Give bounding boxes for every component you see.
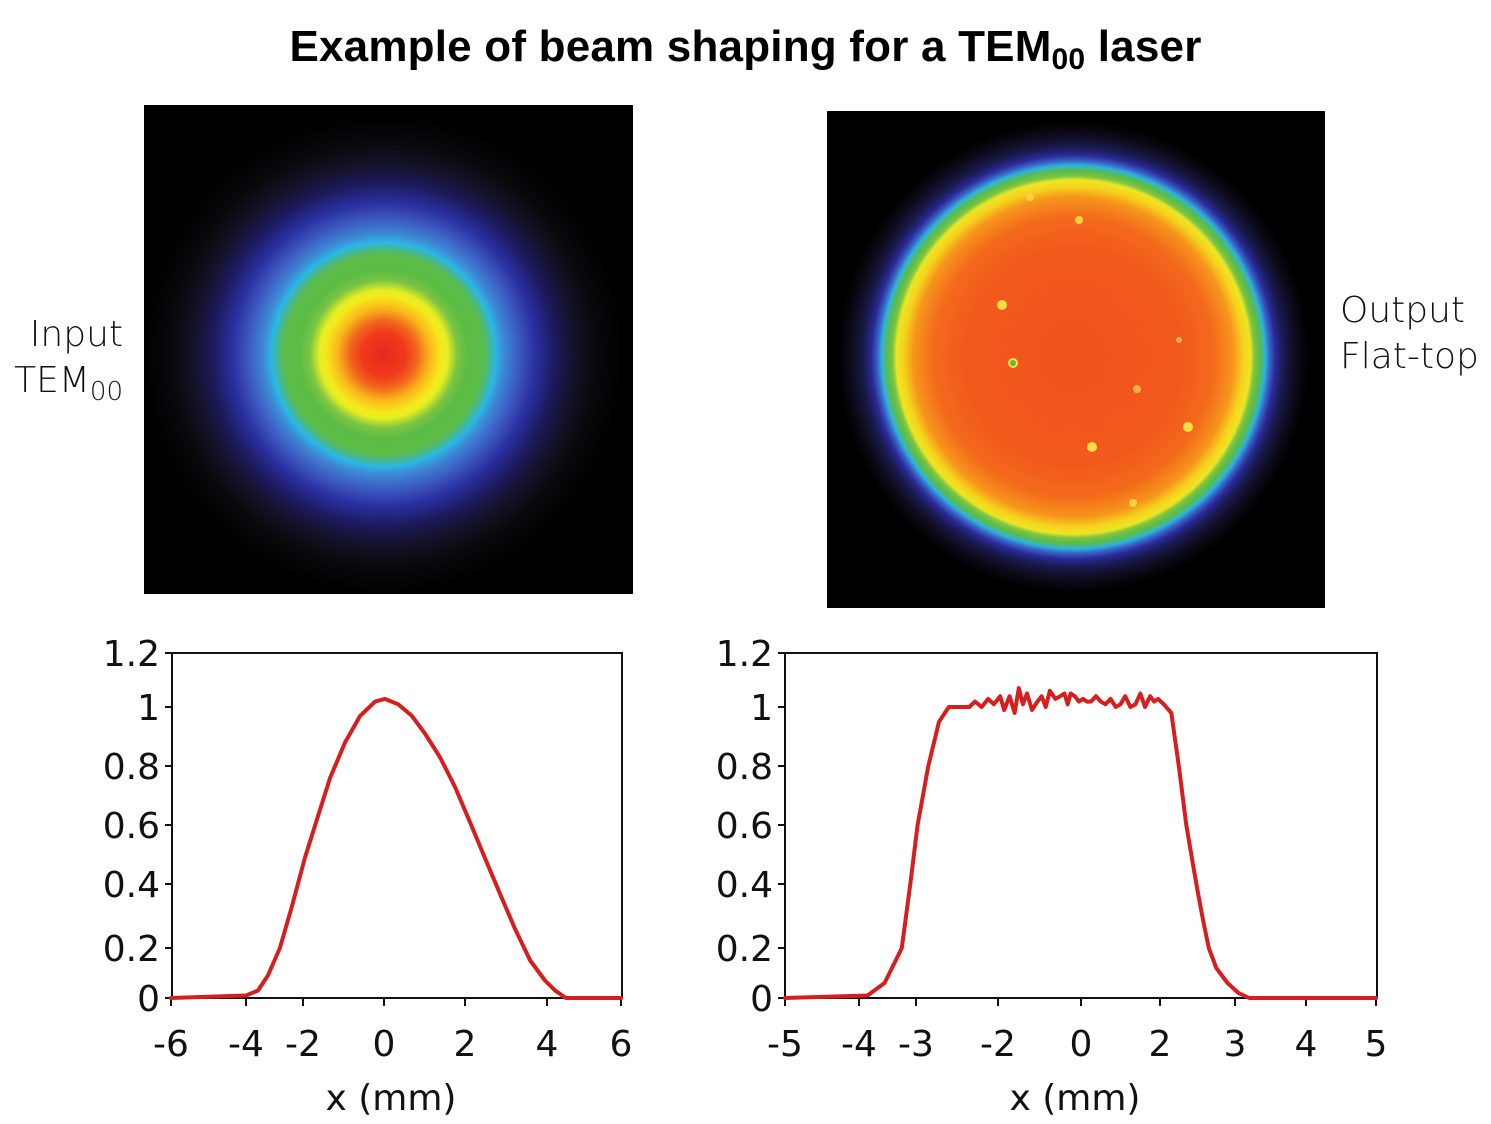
- x-tick-label: 3: [1224, 1024, 1247, 1065]
- x-tick-label: -2: [285, 1024, 321, 1065]
- speckle: [1087, 442, 1097, 452]
- y-tick-label: 0.8: [103, 747, 160, 788]
- title-text: Example of beam shaping for a TEM: [289, 22, 1052, 71]
- x-tick-label: -4: [228, 1024, 264, 1065]
- x-tick-label: 0: [373, 1024, 396, 1065]
- x-tick-label: -6: [153, 1024, 189, 1065]
- y-tick-label: 1: [137, 688, 160, 729]
- input-label: Input TEM00: [14, 312, 123, 415]
- x-tick-label: 2: [1149, 1024, 1172, 1065]
- x-tick-label: 0: [1070, 1024, 1093, 1065]
- input-label-line1: Input: [29, 314, 123, 355]
- figure-title: Example of beam shaping for a TEM00 lase…: [0, 22, 1491, 77]
- x-axis-label: x (mm): [1010, 1078, 1141, 1119]
- x-tick-label: 6: [610, 1024, 633, 1065]
- speckle: [1129, 499, 1137, 507]
- output-intensity-line: [783, 686, 1378, 1000]
- output-label-line2: Flat-top: [1340, 336, 1479, 377]
- y-tick-label: 0.2: [716, 929, 773, 970]
- x-tick-label: -5: [767, 1024, 803, 1065]
- input-intensity-line: [169, 696, 623, 1000]
- output-label: Output Flat-top: [1340, 288, 1479, 380]
- y-tick-label: 0.6: [716, 806, 773, 847]
- y-tick-label: 0.8: [716, 747, 773, 788]
- y-tick-label: 1.2: [716, 634, 773, 675]
- input-profile-chart: 0 0.2 0.4 0.6 0.8 1 1.2 -6 -4 -2 0 2 4 6 x (mm): [103, 634, 633, 1119]
- speckle: [997, 300, 1007, 310]
- y-tick-label: 0.6: [103, 806, 160, 847]
- speckle: [1133, 385, 1141, 393]
- output-beam-speckles: [997, 193, 1193, 507]
- title-subscript: 00: [1051, 43, 1086, 76]
- x-tick-label: 4: [536, 1024, 559, 1065]
- y-tick-label: 0.2: [103, 929, 160, 970]
- input-label-sub: 00: [89, 377, 123, 407]
- x-tick-label: 5: [1365, 1024, 1388, 1065]
- speckle: [1075, 216, 1083, 224]
- input-label-tem: TEM: [14, 360, 90, 401]
- y-tick-label: 0: [137, 979, 160, 1020]
- y-tick-label: 0: [750, 979, 773, 1020]
- title-suffix: laser: [1085, 22, 1202, 71]
- output-profile-chart: 0 0.2 0.4 0.6 0.8 1 1.2 -5 -4 -3 -2 0 2 3 4 5 x (mm): [716, 634, 1388, 1119]
- x-tick-label: 4: [1295, 1024, 1318, 1065]
- speckle: [1183, 422, 1193, 432]
- y-tick-label: 1.2: [103, 634, 160, 675]
- output-label-line1: Output: [1340, 290, 1466, 331]
- speckle: [1008, 358, 1018, 368]
- input-beam-image: [144, 105, 633, 594]
- x-tick-label: -3: [898, 1024, 934, 1065]
- plot-frame: [784, 652, 1378, 999]
- speckle: [1026, 193, 1034, 201]
- speckle: [1176, 337, 1182, 343]
- y-tick-label: 0.4: [103, 865, 160, 906]
- input-label-line2: TEM00: [14, 358, 123, 415]
- y-tick-label: 1: [750, 688, 773, 729]
- x-tick-label: -4: [841, 1024, 877, 1065]
- x-tick-label: -2: [980, 1024, 1016, 1065]
- output-beam-image: [827, 111, 1325, 608]
- y-tick-label: 0.4: [716, 865, 773, 906]
- x-tick-label: 2: [454, 1024, 477, 1065]
- x-axis-label: x (mm): [326, 1078, 457, 1119]
